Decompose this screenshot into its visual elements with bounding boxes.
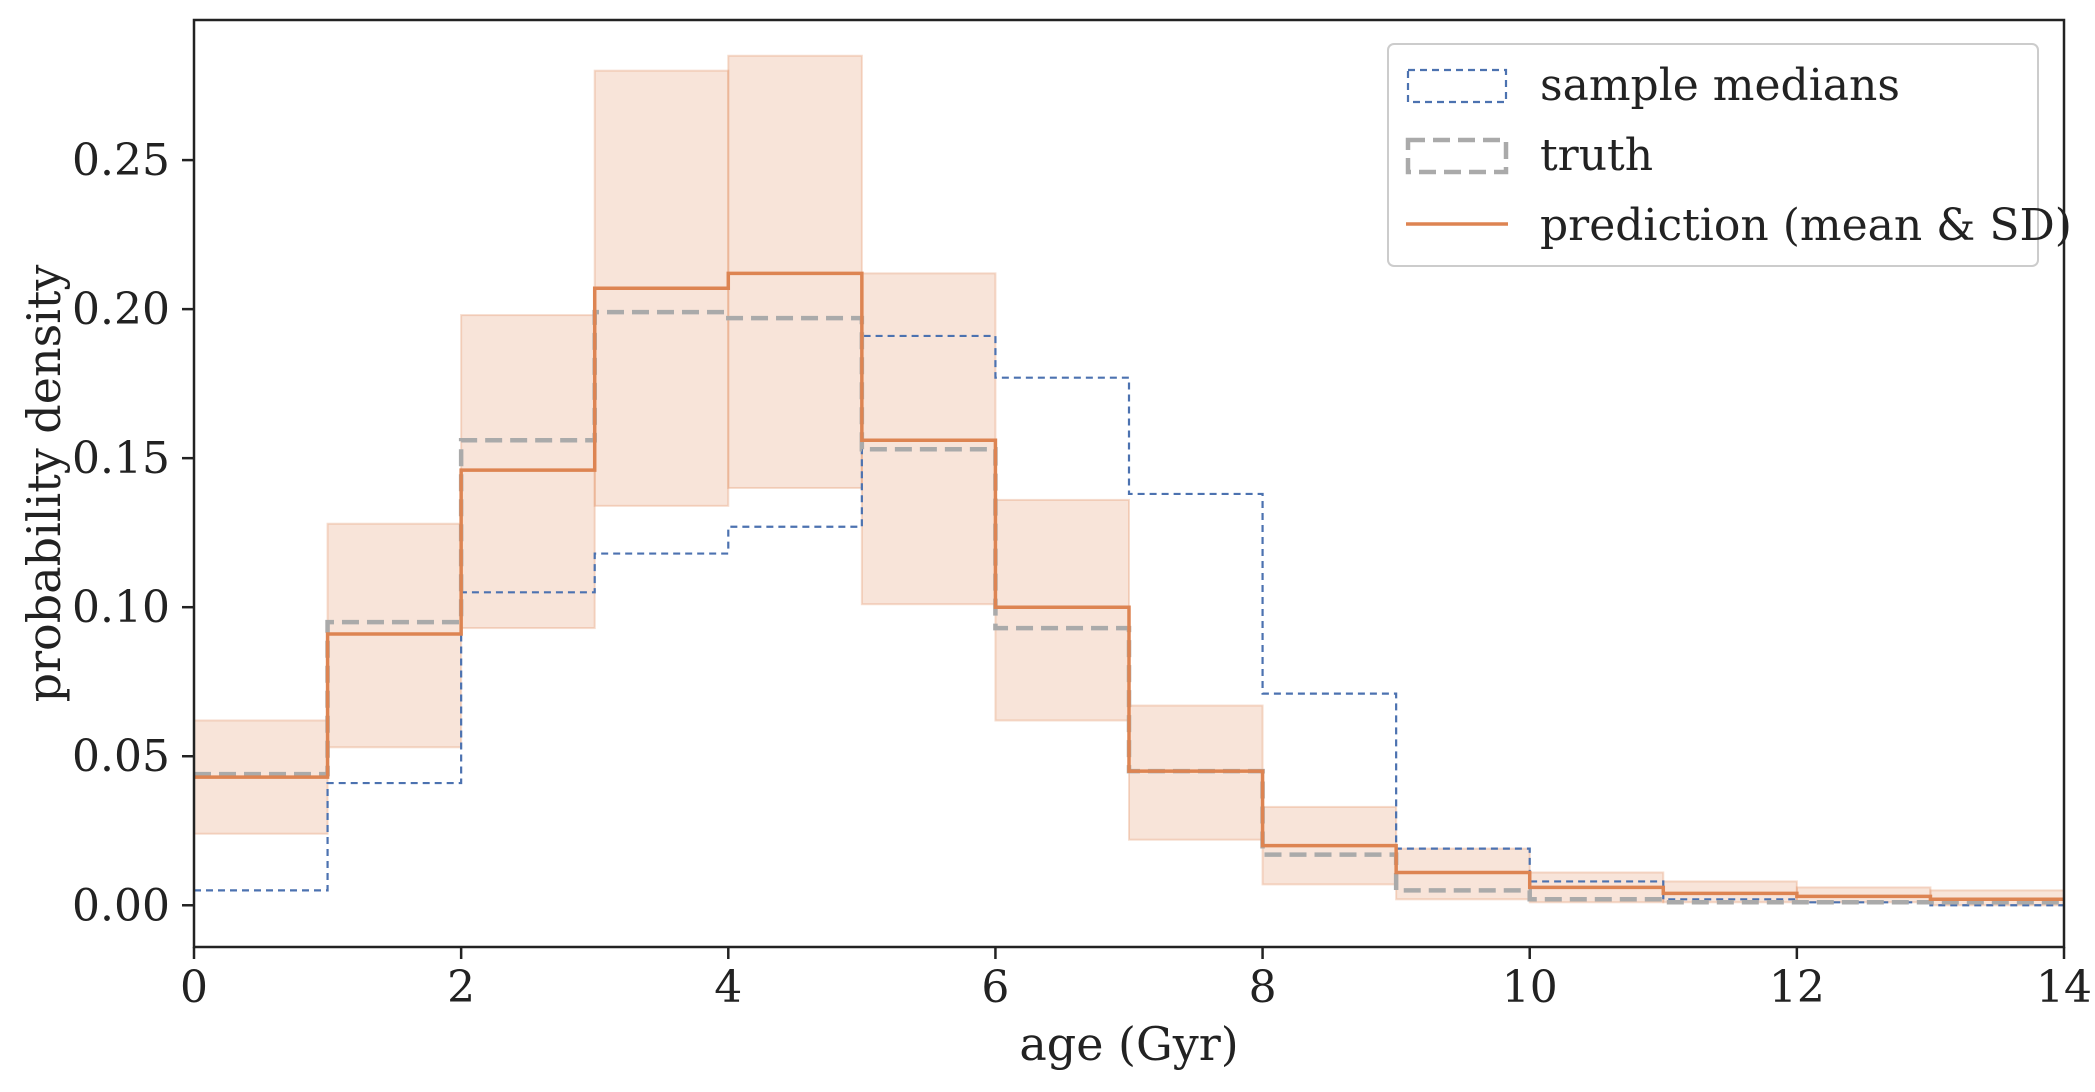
x-tick-label-8: 8	[1249, 962, 1277, 1013]
legend-label-sample: sample medians	[1540, 60, 1900, 111]
x-tick-label-2: 2	[447, 962, 475, 1013]
series-line-prediction	[194, 271, 2064, 902]
legend-swatch-sample	[1406, 68, 1508, 104]
y-tick-label-0.15: 0.15	[72, 433, 170, 484]
x-tick-label-0: 0	[180, 962, 208, 1013]
y-tick-label-0.00: 0.00	[72, 880, 170, 931]
plot-frame	[192, 18, 2066, 949]
series-line-sample	[194, 334, 2064, 907]
y-tick-label-0.25: 0.25	[72, 135, 170, 186]
legend-entries: sample medians truth prediction (mean & SD…	[1405, 60, 2072, 251]
x-tick-label-14: 14	[2036, 962, 2092, 1013]
y-axis-label: probability density	[17, 265, 71, 703]
y-tick-label-0.10: 0.10	[72, 582, 170, 633]
legend-label-prediction: prediction (mean & SD)	[1540, 200, 2072, 251]
sd-band-bin-6	[994, 498, 1131, 722]
x-tick-label-4: 4	[714, 962, 742, 1013]
x-tick-label-6: 6	[981, 962, 1009, 1013]
x-tick-label-10: 10	[1502, 962, 1558, 1013]
y-ticks-layer: 0.00 0.05 0.10 0.15 0.20 0.25	[72, 135, 194, 931]
y-tick-label-0.20: 0.20	[72, 284, 170, 335]
legend-box	[1387, 43, 2039, 267]
series-lines-layer	[194, 271, 2064, 907]
legend: sample medians truth prediction (mean & SD…	[1387, 43, 2072, 267]
x-axis-label: age (Gyr)	[1019, 1017, 1238, 1071]
x-tick-label-12: 12	[1769, 962, 1825, 1013]
legend-swatch-truth	[1405, 137, 1509, 175]
legend-label-truth: truth	[1540, 130, 1653, 181]
y-tick-label-0.05: 0.05	[72, 731, 170, 782]
x-ticks-layer: 0 2 4 6 8 10 12 14	[180, 947, 2092, 1013]
